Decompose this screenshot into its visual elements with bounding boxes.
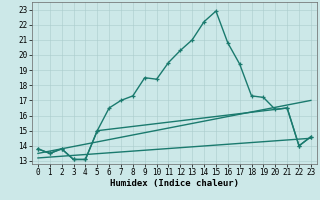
X-axis label: Humidex (Indice chaleur): Humidex (Indice chaleur) <box>110 179 239 188</box>
